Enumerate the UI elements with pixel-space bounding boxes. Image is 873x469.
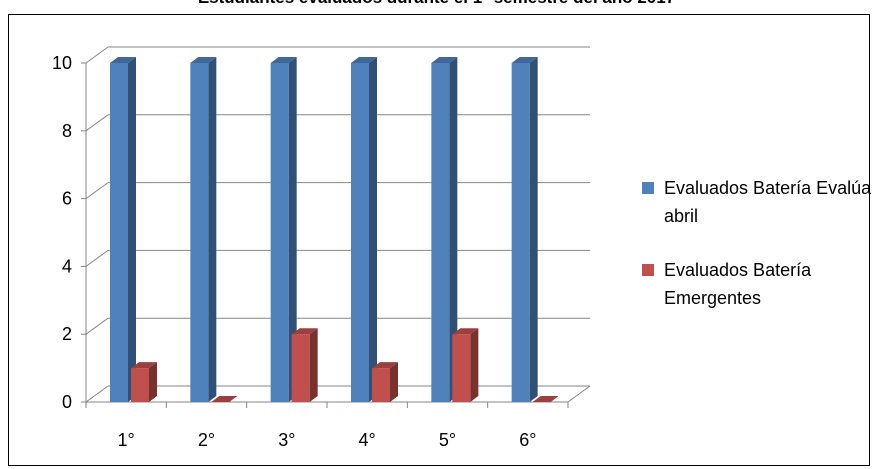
y-tick-label: 4 <box>62 256 72 276</box>
bar <box>452 328 479 402</box>
bar-front <box>351 63 369 402</box>
x-tick-label: 5° <box>439 430 456 450</box>
gridlines <box>85 46 590 403</box>
bar <box>372 362 398 402</box>
axes <box>81 62 591 408</box>
bar-side <box>128 57 136 402</box>
bar-top <box>291 328 318 335</box>
bar <box>511 57 538 402</box>
bar-front <box>270 63 289 402</box>
bar <box>211 396 238 402</box>
bar <box>532 396 559 402</box>
side-gridline <box>85 249 109 267</box>
y-tick-label: 0 <box>62 392 72 412</box>
bar <box>131 362 157 402</box>
bar-side <box>470 328 479 402</box>
bar-top <box>511 57 538 63</box>
y-tick-label: 6 <box>62 189 72 209</box>
bar <box>291 328 318 402</box>
bar-front <box>190 63 209 402</box>
side-gridline <box>85 46 109 64</box>
bar-top <box>532 396 559 402</box>
tick-labels: 0 2 4 6 8 10 1° 2° 3° 4° 5° 6° <box>52 53 536 450</box>
legend-swatch-series-1 <box>642 182 654 194</box>
bar <box>351 57 377 402</box>
x-tick-label: 2° <box>198 430 215 450</box>
legend-label-series-1: Evaluados Batería Evalúa abril <box>664 178 872 226</box>
bar-side <box>309 328 318 402</box>
bar-top <box>452 328 479 335</box>
bar-side <box>529 57 538 402</box>
bar <box>110 57 136 402</box>
bar-top <box>110 57 136 63</box>
bar-front <box>110 63 128 402</box>
bar-side <box>208 57 217 402</box>
bar-top <box>431 57 458 63</box>
bar-front <box>372 368 390 402</box>
bar-top <box>351 57 377 63</box>
bar-top <box>372 362 398 369</box>
bar <box>190 57 217 402</box>
bar-front <box>131 368 149 402</box>
x-tick-label: 3° <box>278 430 295 450</box>
bar-top <box>270 57 297 63</box>
bar-top <box>211 396 238 402</box>
bar-front <box>431 63 450 402</box>
x-tick-label: 1° <box>118 430 135 450</box>
y-tick-label: 10 <box>52 53 72 73</box>
bar-top <box>131 362 157 369</box>
bar-side <box>449 57 458 402</box>
bar-front <box>291 334 310 402</box>
bar-side <box>390 362 398 402</box>
side-gridline <box>85 385 109 403</box>
legend-item-series-1: Evaluados Batería Evalúa abril <box>642 174 872 230</box>
chart-frame <box>8 14 870 466</box>
bars <box>110 57 559 402</box>
bar-top <box>190 57 217 63</box>
legend-item-series-2: Evaluados Batería Emergentes <box>642 256 872 312</box>
bar <box>270 57 297 402</box>
y-tick-label: 2 <box>62 324 72 344</box>
bar-side <box>288 57 297 402</box>
bar-front <box>452 334 471 402</box>
x-tick-label: 4° <box>359 430 376 450</box>
y-tick-label: 8 <box>62 121 72 141</box>
legend-label-series-2: Evaluados Batería Emergentes <box>664 260 812 308</box>
bar <box>431 57 458 402</box>
side-gridline <box>85 317 109 335</box>
bar-side <box>369 57 377 402</box>
floor-edge <box>567 385 591 403</box>
side-gridline <box>85 114 109 132</box>
x-tick-label: 6° <box>519 430 536 450</box>
legend-swatch-series-2 <box>642 264 654 276</box>
side-gridline <box>85 182 109 200</box>
chart-title: Estudiantes evaluados durante el 1° seme… <box>0 0 873 8</box>
bar-side <box>149 362 157 402</box>
bar-front <box>511 63 530 402</box>
